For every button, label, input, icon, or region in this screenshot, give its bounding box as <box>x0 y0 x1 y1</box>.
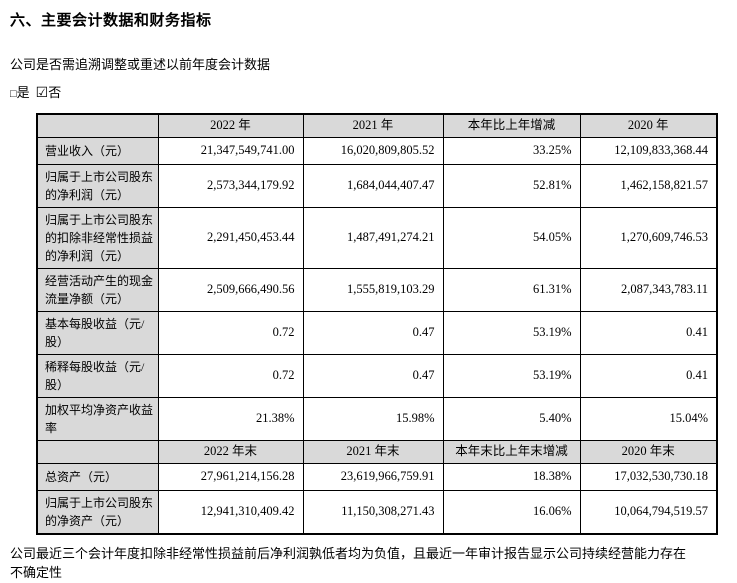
option-yes-label: 是 <box>16 85 30 100</box>
cell-2022: 12,941,310,409.42 <box>157 489 304 534</box>
document-page: 六、主要会计数据和财务指标 公司是否需追溯调整或重述以前年度会计数据 □是 ☑否 … <box>0 9 737 580</box>
header-blank-cell <box>36 113 159 138</box>
cell-2022: 2,291,450,453.44 <box>157 206 304 269</box>
header-2020: 2020 年 <box>579 113 718 138</box>
row-label: 归属于上市公司股东的净利润（元） <box>36 163 159 208</box>
cell-2021: 15.98% <box>302 396 444 441</box>
table-row-net-profit: 归属于上市公司股东的净利润（元） 2,573,344,179.92 1,684,… <box>36 163 718 208</box>
cell-change: 52.81% <box>442 163 581 208</box>
cell-2022: 27,961,214,156.28 <box>157 462 304 491</box>
header-yearend-change: 本年末比上年末增减 <box>442 439 581 464</box>
option-no-label: 否 <box>48 85 62 100</box>
table-row-basic-eps: 基本每股收益（元/股） 0.72 0.47 53.19% 0.41 <box>36 310 718 355</box>
row-label: 归属于上市公司股东的净资产（元） <box>36 489 159 534</box>
table-header-annual: 2022 年 2021 年 本年比上年增减 2020 年 <box>36 113 718 138</box>
header-2021: 2021 年 <box>302 113 444 138</box>
cell-2022: 2,509,666,490.56 <box>157 267 304 312</box>
option-yes: □是 <box>10 85 30 100</box>
cell-change: 33.25% <box>442 136 581 165</box>
going-concern-footnote: 公司最近三个会计年度扣除非经常性损益前后净利润孰低者均为负值，且最近一年审计报告… <box>10 545 687 581</box>
cell-2020: 12,109,833,368.44 <box>579 136 718 165</box>
cell-2022: 0.72 <box>157 310 304 355</box>
table-row-diluted-eps: 稀释每股收益（元/股） 0.72 0.47 53.19% 0.41 <box>36 353 718 398</box>
restatement-question: 公司是否需追溯调整或重述以前年度会计数据 <box>10 57 271 72</box>
cell-change: 5.40% <box>442 396 581 441</box>
row-label: 归属于上市公司股东的扣除非经常性损益的净利润（元） <box>36 206 159 269</box>
row-label: 基本每股收益（元/股） <box>36 310 159 355</box>
table-row-total-assets: 总资产（元） 27,961,214,156.28 23,619,966,759.… <box>36 462 718 491</box>
cell-2022: 0.72 <box>157 353 304 398</box>
table-row-revenue: 营业收入（元） 21,347,549,741.00 16,020,809,805… <box>36 136 718 165</box>
cell-2021: 1,684,044,407.47 <box>302 163 444 208</box>
cell-2020: 15.04% <box>579 396 718 441</box>
row-label: 经营活动产生的现金流量净额（元） <box>36 267 159 312</box>
cell-2021: 0.47 <box>302 310 444 355</box>
cell-2022: 21,347,549,741.00 <box>157 136 304 165</box>
cell-2021: 23,619,966,759.91 <box>302 462 444 491</box>
cell-2021: 11,150,308,271.43 <box>302 489 444 534</box>
table-row-net-profit-excl-nonrecurring: 归属于上市公司股东的扣除非经常性损益的净利润（元） 2,291,450,453.… <box>36 206 718 269</box>
cell-change: 61.31% <box>442 267 581 312</box>
section-title: 六、主要会计数据和财务指标 <box>10 12 212 29</box>
cell-2020: 2,087,343,783.11 <box>579 267 718 312</box>
row-label: 稀释每股收益（元/股） <box>36 353 159 398</box>
header-2020-end: 2020 年末 <box>579 439 718 464</box>
row-label: 加权平均净资产收益率 <box>36 396 159 441</box>
header-change: 本年比上年增减 <box>442 113 581 138</box>
cell-change: 53.19% <box>442 310 581 355</box>
cell-change: 54.05% <box>442 206 581 269</box>
cell-2020: 1,270,609,746.53 <box>579 206 718 269</box>
header-2022-end: 2022 年末 <box>157 439 304 464</box>
cell-2021: 1,487,491,274.21 <box>302 206 444 269</box>
cell-2022: 21.38% <box>157 396 304 441</box>
cell-2020: 1,462,158,821.57 <box>579 163 718 208</box>
cell-2020: 0.41 <box>579 310 718 355</box>
cell-change: 16.06% <box>442 489 581 534</box>
header-2021-end: 2021 年末 <box>302 439 444 464</box>
financial-indicators-table: 2022 年 2021 年 本年比上年增减 2020 年 营业收入（元） 21,… <box>36 113 718 535</box>
cell-2020: 17,032,530,730.18 <box>579 462 718 491</box>
table-row-operating-cash-flow: 经营活动产生的现金流量净额（元） 2,509,666,490.56 1,555,… <box>36 267 718 312</box>
header-blank-cell <box>36 439 159 464</box>
cell-2022: 2,573,344,179.92 <box>157 163 304 208</box>
checkbox-unchecked-icon: □ <box>10 88 17 100</box>
header-2022: 2022 年 <box>157 113 304 138</box>
table-row-weighted-avg-roe: 加权平均净资产收益率 21.38% 15.98% 5.40% 15.04% <box>36 396 718 441</box>
cell-change: 18.38% <box>442 462 581 491</box>
table-header-yearend: 2022 年末 2021 年末 本年末比上年末增减 2020 年末 <box>36 439 718 464</box>
cell-2020: 0.41 <box>579 353 718 398</box>
option-no: ☑否 <box>35 85 62 101</box>
row-label: 总资产（元） <box>36 462 159 491</box>
row-label: 营业收入（元） <box>36 136 159 165</box>
checkbox-checked-icon: ☑ <box>35 85 49 101</box>
cell-2021: 0.47 <box>302 353 444 398</box>
cell-2021: 16,020,809,805.52 <box>302 136 444 165</box>
cell-2020: 10,064,794,519.57 <box>579 489 718 534</box>
cell-change: 53.19% <box>442 353 581 398</box>
cell-2021: 1,555,819,103.29 <box>302 267 444 312</box>
restatement-options: □是 ☑否 <box>10 82 737 101</box>
table-row-net-assets: 归属于上市公司股东的净资产（元） 12,941,310,409.42 11,15… <box>36 489 718 534</box>
